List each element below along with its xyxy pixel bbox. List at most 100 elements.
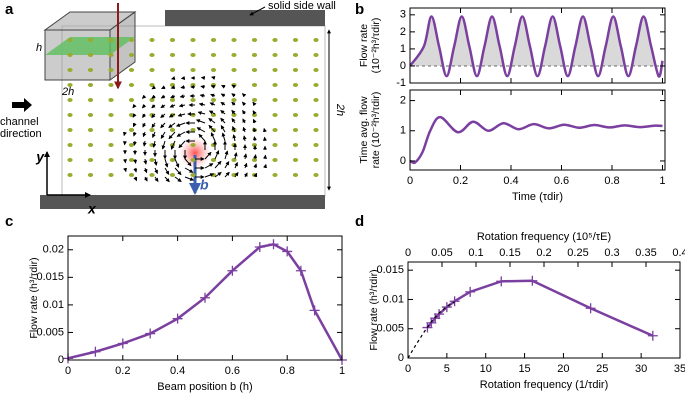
marker [90,346,101,357]
flow-vector [133,176,138,182]
area [410,16,663,66]
particle [108,53,114,57]
particle [87,53,94,57]
flow-vector [184,167,194,173]
side-wall [165,10,325,26]
particle [292,158,299,162]
y-tick-label: 0.005 [376,323,404,335]
particle [108,173,114,177]
particle [108,158,114,162]
particle [67,98,73,102]
particle [292,98,299,102]
particle [231,68,237,72]
flow-vector [170,140,176,150]
x-tick-label: 0.6 [225,365,240,377]
particle [313,83,319,87]
channel-label: channel [0,116,39,128]
flow-vector [178,103,186,108]
marker [585,303,596,314]
y-tick-label: 0.005 [36,326,64,338]
x-tick-label: 0 [65,365,71,377]
y-axis-label: (10⁻²h³/τdir) [370,18,382,74]
particle [231,143,237,147]
flow-vector [208,124,216,133]
chart: 0 1 2 0 0.2 0.4 0.6 0.8 1 Time (τdir) Time avg. fl… [358,89,666,203]
channel-label: direction [0,128,42,140]
marker [227,265,238,276]
flow-vector [210,93,216,98]
particle [292,173,299,177]
particle [313,128,319,132]
x-tick-label: 0.2 [115,365,130,377]
y-axis-label: Time avg. flow [358,96,370,164]
particle [169,68,176,72]
wall-label: solid side wall [268,0,336,12]
particle [149,68,155,72]
flow-vector [252,136,257,142]
y-tick-label: 0 [398,352,404,364]
flow-vector [141,104,147,109]
flow-vector [208,110,216,115]
flow-vector [160,104,166,109]
particle [169,98,176,102]
particle [87,113,94,117]
particle [272,68,278,72]
y-tick-label: -1 [396,77,406,89]
flow-vector [243,153,248,160]
particle [272,128,278,132]
particle [313,38,319,42]
flow-vector [164,176,170,183]
flow-vector [164,158,169,168]
flow-vector [196,127,206,133]
particle [292,113,299,117]
flow-vector [152,140,157,148]
flow-vector [142,113,147,118]
particle [149,128,155,132]
particle [128,143,135,147]
marker [117,338,128,349]
flow-vector [164,167,170,175]
panel-label: a [5,1,14,18]
flow-vector [210,132,216,142]
x-tick-label: 25 [596,363,608,375]
particle [272,53,278,57]
flow-vector [143,158,148,165]
particle [128,68,135,72]
flow-vector [232,134,237,142]
x-tick-label: 0 [407,175,413,187]
flow-vector [143,167,148,174]
marker [309,305,320,316]
particle [313,98,319,102]
flow-vector [151,94,156,99]
marker [172,313,183,324]
x-tick-label: 5 [444,363,450,375]
particle [190,158,196,162]
marker [527,275,538,286]
flow-vector [224,161,230,169]
flow-vector [160,131,166,139]
flow-vector [214,171,222,178]
marker [268,239,279,250]
particle [190,143,196,147]
flow-vector [221,132,226,142]
y-tick-label: 0.01 [43,299,64,311]
flow-vector [224,150,229,160]
marker [282,246,293,257]
flow-vector [231,93,236,98]
flow-vector [122,131,127,137]
flow-vector [174,176,182,183]
marker [496,276,507,287]
particle [313,68,319,72]
flow-vector [241,93,247,98]
particle [128,53,135,57]
particle [313,53,319,57]
flow-vector [234,171,239,178]
flow-vector [174,158,180,168]
flow-vector [210,84,216,89]
flow-vector [220,125,226,133]
flow-vector [242,135,247,142]
series-line [408,301,455,358]
flow-vector [243,162,248,169]
x-axis-label: x [87,201,97,217]
flow-vector [204,163,214,169]
